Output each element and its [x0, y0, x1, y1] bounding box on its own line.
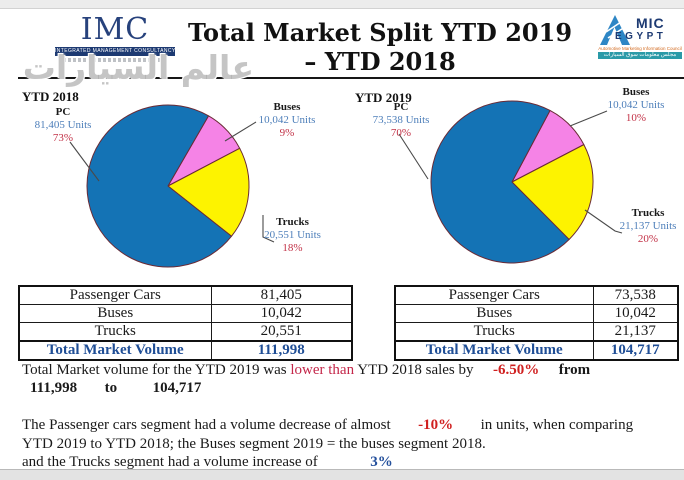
imc-logo-text: IMC	[80, 12, 150, 47]
leader-line-pc	[69, 141, 100, 182]
volume-table-ytd-2018: Passenger Cars 81,405 Buses 10,042 Truck…	[18, 285, 353, 361]
pie-slice-trucks	[167, 147, 250, 237]
table-row: Passenger Cars 81,405	[18, 285, 353, 305]
amic-a-icon	[600, 15, 630, 45]
analysis-trucks-increase: 3%	[370, 454, 393, 470]
pie-chart-ytd-2019	[398, 100, 623, 264]
summary-line-1: Total Market volume for the YTD 2019 was…	[22, 362, 672, 379]
table-total-row: Total Market Volume 111,998	[18, 340, 353, 361]
amic-logo-egypt: EGYPT	[615, 31, 667, 42]
page-title: Total Market Split YTD 2019 – YTD 2018	[175, 18, 585, 76]
summary-percent-change: -6.50%	[493, 362, 540, 378]
cell-category: Buses	[394, 304, 594, 323]
title-underline	[18, 77, 684, 79]
summary-from-value: 111,998	[30, 380, 78, 396]
cell-value: 10,042	[210, 304, 353, 323]
summary-text: from	[558, 362, 591, 378]
pie-slice-pc	[86, 104, 233, 268]
page-title-line2: – YTD 2018	[304, 47, 456, 76]
label-pc-2018: PC 81,405 Units 73%	[34, 106, 92, 144]
pie-slice-pc	[430, 100, 570, 264]
analysis-line-3: and the Trucks segment had a volume incr…	[22, 453, 672, 472]
analysis-line-2: YTD 2019 to YTD 2018; the Buses segment …	[22, 435, 486, 452]
table-row: Trucks 21,137	[394, 322, 679, 342]
top-frame-strip	[0, 0, 684, 9]
label-buses-2018: Buses 10,042 Units 9%	[258, 101, 316, 139]
cell-category: Passenger Cars	[394, 285, 594, 305]
analysis-pc-decrease: -10%	[418, 417, 454, 433]
cell-total-value: 104,717	[592, 340, 679, 361]
summary-line-2: 111,998 to 104,717	[30, 380, 430, 397]
summary-to-word: to	[104, 380, 118, 396]
volume-table-ytd-2019: Passenger Cars 73,538 Buses 10,042 Truck…	[394, 285, 679, 361]
cell-value: 81,405	[210, 285, 353, 305]
table-row: Passenger Cars 73,538	[394, 285, 679, 305]
imc-logo: IMC INTEGRATED MANAGEMENT CONSULTANCY	[55, 14, 175, 62]
cell-category: Passenger Cars	[18, 285, 212, 305]
imc-logo-subtitle: INTEGRATED MANAGEMENT CONSULTANCY	[55, 47, 175, 56]
label-trucks-2019: Trucks 21,137 Units 20%	[619, 207, 677, 245]
cell-value: 10,042	[592, 304, 679, 323]
table-row: Buses 10,042	[18, 304, 353, 323]
bottom-frame-strip	[0, 469, 684, 480]
page-title-line1: Total Market Split YTD 2019	[187, 18, 573, 47]
chart-title-ytd-2018: YTD 2018	[22, 89, 79, 104]
cell-value: 20,551	[210, 322, 353, 342]
amic-logo-mic: MIC	[636, 15, 665, 31]
pie-chart-ytd-2018	[69, 104, 275, 268]
leader-line-trucks	[262, 215, 275, 243]
amic-logo-caption-arabic: مجلس معلومات سوق السيارات	[598, 52, 682, 59]
summary-lower-than: lower than	[290, 362, 355, 378]
analysis-paragraph: The Passenger cars segment had a volume …	[22, 416, 672, 472]
cell-category: Trucks	[394, 322, 594, 342]
cell-category: Buses	[18, 304, 212, 323]
leader-line-buses	[224, 121, 257, 142]
cell-total-value: 111,998	[210, 340, 353, 361]
cell-total-label: Total Market Volume	[18, 340, 212, 361]
table-row: Trucks 20,551	[18, 322, 353, 342]
cell-total-label: Total Market Volume	[394, 340, 594, 361]
imc-logo-tagline	[63, 58, 167, 62]
leader-line-trucks	[584, 209, 623, 234]
cell-category: Trucks	[18, 322, 212, 342]
label-trucks-2018: Trucks 20,551 Units 18%	[264, 216, 321, 254]
label-buses-2019: Buses 10,042 Units 10%	[607, 86, 665, 124]
amic-logo-caption: Automotive Marketing Information Council	[598, 46, 682, 51]
summary-text: Total Market volume for the YTD 2019 was	[22, 362, 287, 378]
analysis-line-1: The Passenger cars segment had a volume …	[22, 416, 672, 435]
analysis-text: and the Trucks segment had a volume incr…	[22, 454, 318, 470]
pie-slice-trucks	[511, 144, 594, 240]
leader-line-buses	[569, 110, 608, 127]
leader-line-pc	[398, 133, 429, 180]
chart-title-ytd-2019: YTD 2019	[355, 90, 412, 105]
label-pc-2019: PC 73,538 Units 70%	[372, 101, 430, 139]
cell-value: 73,538	[592, 285, 679, 305]
cell-value: 21,137	[592, 322, 679, 342]
amic-logo: MIC EGYPT Automotive Marketing Informati…	[598, 14, 682, 59]
table-total-row: Total Market Volume 104,717	[394, 340, 679, 361]
chart-ytd-2018: YTD 2018 PC 81,405 Units 73% Buses 10,04…	[20, 85, 350, 285]
summary-text: YTD 2018 sales by	[357, 362, 474, 378]
chart-ytd-2019: YTD 2019 PC 73,538 Units 70% Buses 10,04…	[355, 85, 684, 285]
summary-to-value: 104,717	[152, 380, 202, 396]
table-row: Buses 10,042	[394, 304, 679, 323]
analysis-text: in units, when comparing	[480, 417, 634, 433]
analysis-text: The Passenger cars segment had a volume …	[22, 417, 391, 433]
